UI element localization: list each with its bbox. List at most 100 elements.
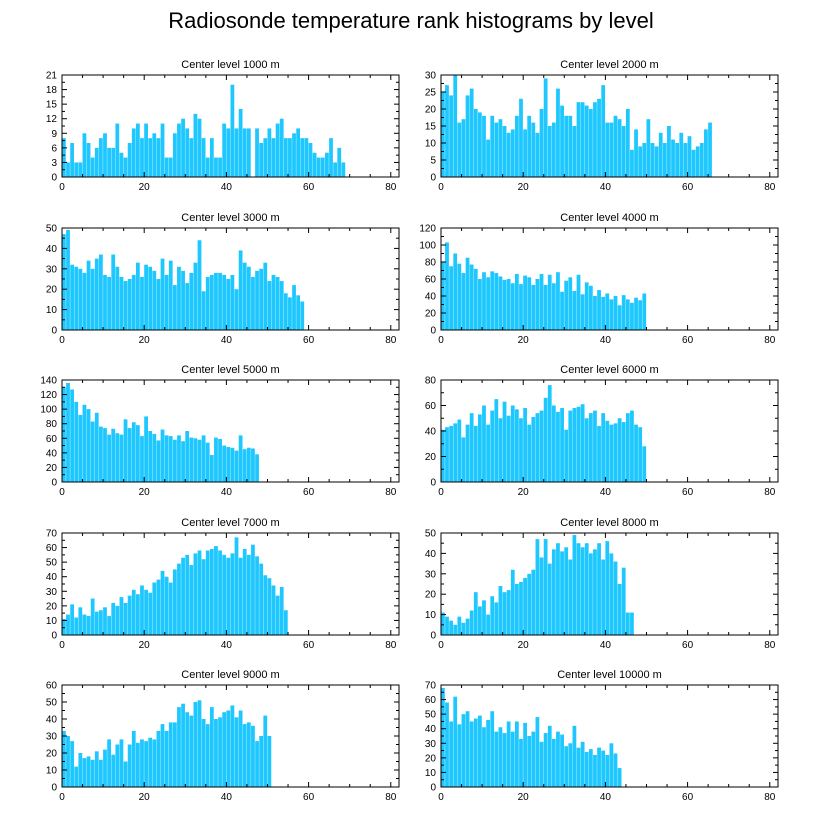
x-tick-label: 0: [438, 640, 444, 651]
histogram-bar: [230, 84, 235, 177]
histogram-bar: [94, 258, 99, 330]
histogram-bar: [580, 404, 585, 482]
histogram-bar: [189, 138, 194, 177]
histogram-bar: [78, 607, 83, 635]
histogram-bar: [486, 614, 490, 635]
histogram-bar: [144, 589, 148, 635]
y-tick-label: 40: [46, 715, 58, 726]
histogram-panel: Center level 9000 m 0 20 40 60 80 0 10 20 30 40 50 6…: [46, 669, 400, 803]
histogram-bar: [78, 162, 83, 177]
histogram-bar: [621, 295, 626, 330]
histogram-bar: [625, 612, 630, 635]
histogram-bar: [482, 115, 486, 177]
histogram-bar: [135, 123, 140, 177]
histogram-bar: [441, 687, 445, 787]
histogram-bar: [283, 138, 288, 177]
histogram-bar: [70, 264, 74, 330]
histogram-bar: [226, 557, 231, 635]
y-tick-label: 0: [430, 631, 436, 642]
y-tick-label: 25: [425, 88, 437, 99]
histogram-bar: [325, 152, 329, 177]
histogram-bar: [588, 553, 593, 635]
histogram-bar: [66, 614, 70, 635]
histogram-bar: [576, 747, 581, 787]
histogram-bar: [510, 731, 515, 787]
histogram-bar: [82, 614, 87, 635]
histogram-bar: [502, 279, 507, 330]
x-tick-label: 80: [764, 182, 776, 193]
histogram-bar: [90, 598, 95, 635]
histogram-bar: [111, 147, 116, 177]
histogram-bar: [547, 274, 552, 330]
histogram-bar: [308, 143, 313, 177]
histogram-bar: [519, 738, 523, 787]
histogram-bar: [597, 290, 601, 330]
histogram-bar: [547, 126, 552, 177]
y-tick-label: 40: [425, 292, 437, 303]
histogram-bar: [98, 610, 103, 635]
histogram-bar: [172, 285, 177, 330]
histogram-bar: [230, 447, 235, 482]
histogram-bar: [514, 115, 519, 177]
histogram-bar: [617, 584, 622, 635]
histogram-bar: [251, 448, 255, 482]
histogram-bar: [246, 266, 251, 330]
histogram-bar: [177, 266, 181, 330]
histogram-bar: [140, 585, 144, 635]
histogram-bar: [168, 582, 173, 635]
histogram-bar: [605, 420, 610, 482]
histogram-bar: [597, 543, 601, 635]
y-tick-label: 12: [46, 114, 58, 125]
histogram-bar: [564, 547, 569, 635]
histogram-bar: [564, 280, 569, 330]
x-tick-label: 40: [600, 487, 612, 498]
histogram-bar: [572, 535, 577, 635]
histogram-bar: [234, 128, 239, 177]
histogram-bar: [535, 717, 540, 787]
histogram-bar: [185, 431, 190, 482]
histogram-bar: [445, 85, 449, 177]
histogram-bar: [502, 733, 507, 787]
histogram-bar: [449, 620, 453, 635]
histogram-bar: [82, 133, 87, 177]
histogram-bar: [90, 759, 95, 787]
histogram-bar: [584, 543, 589, 635]
histogram-bar: [226, 128, 231, 177]
histogram-panel: Center level 10000 m 0 20 40 60 80 0 10 20 30 40 50…: [425, 669, 779, 803]
histogram-bar: [477, 279, 482, 330]
histogram-bar: [119, 434, 124, 482]
x-tick-label: 80: [764, 487, 776, 498]
histogram-bar: [490, 271, 495, 330]
histogram-bar: [156, 730, 161, 787]
histogram-panel: Center level 7000 m 0 20 40 60 80 0 10 20 30 40 50 6…: [46, 517, 400, 651]
histogram-bar: [115, 266, 120, 330]
histogram-bar: [613, 423, 618, 482]
histogram-bar: [329, 138, 333, 177]
histogram-bar: [593, 410, 597, 482]
histogram-bar: [613, 115, 618, 177]
histogram-bar: [494, 731, 499, 787]
histogram-bar: [238, 109, 243, 177]
y-tick-label: 140: [40, 376, 57, 387]
histogram-bar: [78, 753, 83, 787]
histogram-bar: [708, 122, 712, 177]
histogram-bar: [597, 425, 601, 482]
histogram-bar: [86, 143, 91, 177]
histogram-bar: [123, 281, 128, 330]
y-tick-label: 0: [51, 173, 57, 184]
histogram-bar: [218, 272, 222, 330]
histogram-bar: [160, 570, 165, 635]
histogram-bar: [283, 293, 288, 330]
histogram-bar: [238, 435, 243, 482]
histogram-bar: [630, 612, 634, 635]
histogram-bar: [230, 274, 235, 330]
histogram-bar: [601, 413, 606, 482]
histogram-bar: [568, 115, 573, 177]
histogram-bar: [214, 437, 218, 482]
panel-title: Center level 7000 m: [181, 517, 279, 529]
histogram-bar: [494, 273, 499, 330]
x-tick-label: 80: [764, 792, 776, 803]
histogram-bar: [535, 132, 540, 177]
histogram-bar: [98, 426, 103, 482]
histogram-bar: [601, 750, 606, 787]
